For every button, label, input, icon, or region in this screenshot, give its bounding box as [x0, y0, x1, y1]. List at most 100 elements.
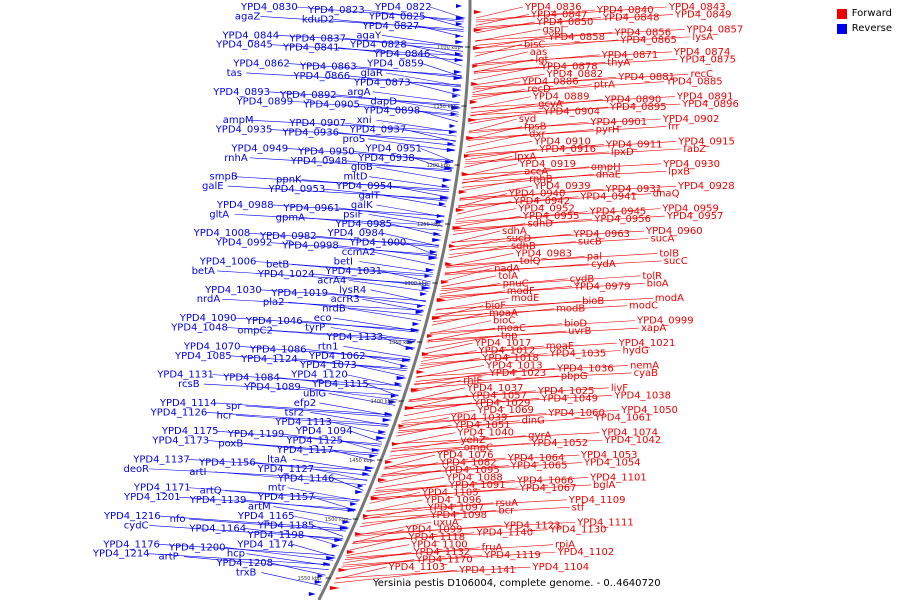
forward-connector [416, 365, 629, 377]
forward-gene-feature [385, 460, 394, 464]
legend-label-forward: Forward [851, 8, 892, 19]
reverse-gene-label: YPD4_0985 [334, 219, 392, 230]
forward-connector [475, 29, 685, 41]
forward-gene-label: fruA [482, 543, 503, 554]
reverse-connector [271, 562, 326, 576]
forward-gene-label: YPD4_1057 [469, 390, 527, 401]
reverse-connector [373, 251, 435, 266]
reverse-gene-label: YPD4_1137 [132, 454, 190, 465]
reverse-gene-label: YPD4_1048 [170, 322, 228, 333]
forward-gene-label: recC [690, 69, 713, 80]
forward-gene-label: dxr [529, 129, 546, 140]
reverse-connector [348, 280, 429, 292]
forward-gene-label: YPD4_1018 [481, 353, 539, 364]
forward-gene-label: YPD4_1049 [540, 393, 598, 404]
reverse-gene-label: YPD4_0859 [366, 59, 424, 70]
forward-connector [457, 200, 512, 215]
forward-connector [433, 305, 484, 318]
reverse-connector [301, 217, 443, 231]
reverse-connector [380, 270, 431, 283]
reverse-gene-feature [450, 112, 458, 116]
reverse-gene-label: YPD4_1000 [349, 238, 407, 249]
reverse-gene-feature [339, 526, 350, 530]
forward-gene-feature [398, 424, 405, 428]
reverse-gene-label: YPD4_1006 [199, 257, 257, 268]
legend-item-forward: Forward [836, 8, 892, 19]
reverse-gene-label: trxB [236, 568, 257, 579]
forward-gene-label: YPD4_1097 [427, 502, 485, 513]
reverse-connector [261, 572, 322, 586]
reverse-gene-label: YPD4_1201 [123, 492, 181, 503]
forward-gene-label: YPD4_1098 [429, 510, 487, 521]
forward-gene-label: YPD4_0871 [601, 50, 659, 61]
forward-connector [472, 73, 545, 86]
forward-connector [335, 566, 531, 579]
forward-gene-label: sdhB [511, 241, 536, 252]
map-caption: Yersinia pestis D106004, complete genome… [372, 578, 661, 589]
reverse-gene-feature [326, 556, 337, 560]
forward-connector [452, 223, 526, 235]
forward-connector [398, 417, 449, 430]
forward-connector [473, 66, 540, 81]
forward-gene-feature [378, 478, 387, 482]
reverse-gene-label: gltA [209, 209, 229, 220]
forward-gene-label: YPD4_0889 [532, 92, 590, 103]
reverse-gene-feature [347, 508, 357, 512]
forward-connector [462, 170, 667, 183]
forward-gene-feature [466, 136, 477, 140]
reverse-connector [418, 110, 458, 122]
forward-gene-label: modF [507, 286, 535, 297]
reverse-connector [268, 91, 460, 106]
reverse-connector [331, 449, 375, 462]
forward-gene-label: thyA [607, 57, 630, 68]
forward-gene-label: YPD4_1119 [483, 550, 541, 561]
reverse-gene-feature [405, 346, 416, 350]
reverse-gene-label: dapD [370, 96, 397, 107]
reverse-gene-feature [428, 256, 439, 260]
reverse-connector [149, 468, 368, 481]
forward-gene-label: YPD4_0959 [661, 204, 719, 215]
forward-connector [444, 260, 662, 274]
forward-gene-label: YPD4_0940 [508, 189, 566, 200]
forward-connector [443, 268, 493, 282]
reverse-connector [428, 53, 463, 67]
forward-connector [472, 73, 689, 88]
reverse-gene-label: YPD4_0845 [215, 40, 273, 51]
forward-connector [468, 118, 661, 132]
forward-gene-label: tnp [501, 331, 518, 342]
forward-gene-label: YPD4_0910 [533, 136, 591, 147]
forward-gene-label: YPD4_0942 [512, 196, 570, 207]
reverse-connector [270, 242, 437, 255]
reverse-connector [362, 298, 424, 312]
reverse-gene-label: artM [248, 502, 271, 513]
forward-connector [414, 372, 632, 385]
forward-gene-label: YPD4_1096 [424, 495, 482, 506]
forward-gene-label: cydA [591, 259, 616, 270]
reverse-gene-feature [355, 490, 364, 494]
reverse-gene-feature [314, 580, 323, 584]
forward-connector [446, 253, 514, 267]
forward-gene-label: YPD4_0886 [521, 77, 579, 88]
forward-connector [429, 320, 492, 334]
forward-gene-label: bioF [485, 301, 506, 312]
forward-connector [429, 320, 636, 333]
forward-gene-label: recD [527, 84, 551, 95]
forward-gene-label: YPD4_0939 [533, 181, 591, 192]
reverse-connector [355, 364, 405, 377]
forward-connector [467, 133, 528, 148]
forward-gene-label: YPD4_1039 [450, 413, 508, 424]
reverse-connector [245, 405, 392, 418]
reverse-gene-feature [455, 34, 462, 38]
reverse-gene-feature [378, 430, 387, 434]
reverse-gene-feature [438, 202, 446, 206]
reverse-gene-feature [410, 328, 420, 332]
forward-gene-label: YPD4_1042 [604, 435, 662, 446]
reverse-gene-label: artP [158, 552, 178, 563]
reverse-gene-feature [454, 58, 464, 62]
reverse-connector [301, 179, 449, 192]
reverse-gene-feature [394, 382, 402, 386]
reverse-gene-label: YPD4_0951 [364, 143, 422, 154]
forward-gene-label: YPD4_1103 [388, 562, 446, 573]
forward-gene-label: cydB [570, 274, 595, 285]
reverse-connector [227, 185, 448, 200]
